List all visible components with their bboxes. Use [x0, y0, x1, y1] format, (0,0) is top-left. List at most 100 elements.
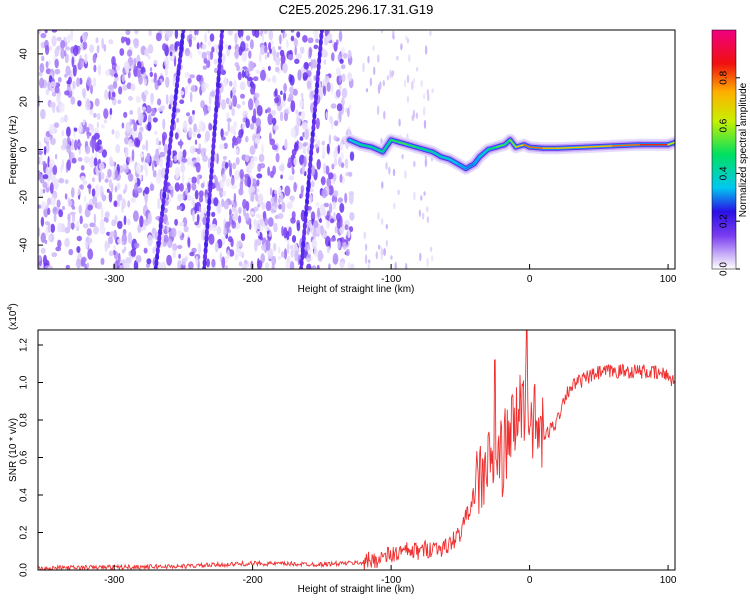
- spectrogram-noise-cell: [78, 204, 83, 214]
- spectrogram-noise-cell: [124, 183, 128, 193]
- spectrogram-noise-cell: [377, 54, 380, 63]
- spectrogram-noise-cell: [221, 198, 225, 208]
- spectrogram-noise-cell: [260, 253, 266, 264]
- spectrogram-noise-cell: [286, 202, 293, 210]
- spectrogram-noise-cell: [201, 147, 207, 153]
- spectrogram-noise-cell: [265, 239, 271, 251]
- spectrogram-noise-cell: [294, 58, 300, 64]
- spectrogram-noise-cell: [168, 185, 174, 191]
- spectrogram-streak-cell: [302, 222, 307, 231]
- spectrogram-streak-cell: [311, 117, 316, 126]
- spectrogram-noise-cell: [191, 196, 195, 206]
- spectrogram-noise-cell: [248, 50, 252, 59]
- spectrogram-noise-cell: [313, 248, 319, 257]
- spectrogram-noise-cell: [77, 157, 83, 162]
- spectrogram-noise-cell: [145, 196, 148, 206]
- spectrogram-streak-cell: [167, 142, 172, 151]
- spectrogram-noise-cell: [233, 192, 237, 204]
- spectrogram-streak-cell: [309, 142, 314, 151]
- spectrogram-noise-cell: [188, 261, 194, 269]
- spectrogram-noise-cell: [188, 127, 193, 138]
- spectrogram-noise-cell: [275, 55, 281, 66]
- spectrogram-noise-cell: [153, 60, 159, 65]
- spectrogram-noise-cell: [92, 177, 95, 183]
- spectrogram-noise-cell: [121, 241, 125, 246]
- spectrogram-streak-cell: [204, 228, 209, 237]
- spectrogram-noise-cell: [51, 30, 58, 33]
- spectrogram-noise-cell: [236, 64, 241, 72]
- spectrogram-noise-cell: [179, 182, 184, 192]
- spectrogram-noise-cell: [86, 228, 92, 236]
- spectrogram-noise-cell: [149, 71, 153, 78]
- spectrogram-streak-cell: [204, 240, 208, 249]
- spectrogram-noise-cell: [71, 138, 74, 148]
- spectrogram-noise-cell: [303, 156, 307, 168]
- spectrogram-noise-cell: [196, 213, 200, 223]
- spectrogram-noise-cell: [264, 45, 268, 54]
- spectrogram-noise-cell: [403, 79, 407, 88]
- spectrogram-noise-cell: [400, 43, 403, 51]
- spectrogram-noise-cell: [166, 225, 169, 233]
- spectrogram-noise-cell: [188, 30, 193, 34]
- spectrogram-streak-cell: [154, 258, 159, 267]
- spectrogram-noise-cell: [71, 205, 76, 210]
- spectrogram-noise-cell: [133, 210, 139, 222]
- spectrogram-noise-cell: [234, 169, 241, 180]
- spectrogram-streak-cell: [207, 191, 212, 200]
- spectrogram-streak-cell: [217, 62, 222, 71]
- spectrogram-noise-cell: [213, 58, 219, 65]
- spectrogram-noise-cell: [224, 162, 229, 169]
- snr-x-ticks: -300 -200 -100 0 100: [104, 565, 677, 586]
- spectrogram-noise-cell: [315, 202, 320, 207]
- spectrogram-track-segment: [503, 139, 511, 146]
- spectrogram-noise-cell: [108, 191, 113, 203]
- spectrogram-noise-cell: [143, 247, 148, 254]
- spectrogram-noise-cell: [208, 123, 213, 131]
- spectrogram-noise-cell: [337, 240, 341, 250]
- spectrogram-track-segment: [667, 141, 675, 146]
- spectrogram-noise-cell: [94, 98, 100, 107]
- spectrogram-noise-cell: [51, 252, 58, 258]
- spectrogram-streak-cell: [219, 32, 224, 41]
- spectrogram-noise-cell: [80, 175, 86, 182]
- spectrogram-x-tick-label: 100: [660, 274, 677, 285]
- spectrogram-streak-cell: [216, 68, 221, 77]
- spectrogram-noise-cell: [64, 193, 68, 200]
- spectrogram-noise-cell: [288, 93, 294, 101]
- spectrogram-track-segment: [359, 143, 373, 148]
- spectrogram-noise-cell: [426, 206, 429, 213]
- spectrogram-noise-cell: [235, 157, 240, 166]
- spectrogram-noise-cell: [272, 117, 277, 126]
- spectrogram-noise-cell: [189, 91, 193, 103]
- spectrogram-noise-cell: [224, 78, 227, 88]
- spectrogram-noise-cell: [349, 104, 352, 110]
- spectrogram-streak-cell: [208, 185, 213, 194]
- spectrogram-noise-cell: [323, 202, 329, 208]
- spectrogram-noise-cell: [117, 252, 121, 265]
- spectrogram-noise-cell: [207, 105, 212, 112]
- spectrogram-noise-cell: [112, 80, 118, 89]
- snr-y-tick-label: 0.4: [19, 488, 30, 502]
- spectrogram-noise-cell: [323, 163, 327, 175]
- spectrogram-noise-cell: [299, 98, 304, 109]
- spectrogram-noise-cell: [332, 201, 337, 210]
- spectrogram-y-tick-label: 0: [19, 146, 30, 152]
- spectrogram-noise-cell: [256, 219, 262, 230]
- spectrogram-noise-cell: [340, 162, 345, 169]
- spectrogram-noise-cell: [38, 140, 42, 151]
- spectrogram-noise-cell: [234, 32, 238, 45]
- spectrogram-noise-cell: [58, 209, 64, 218]
- spectrogram-streak-cell: [300, 252, 305, 261]
- spectrogram-noise-cell: [306, 227, 310, 236]
- spectrogram-noise-cell: [268, 42, 272, 51]
- spectrogram-noise-cell: [235, 148, 239, 155]
- spectrogram-noise-cell: [298, 142, 303, 150]
- spectrogram-noise-cell: [294, 142, 299, 152]
- spectrogram-streak-cell: [164, 173, 169, 182]
- spectrogram-noise-cell: [86, 98, 90, 108]
- snr-x-tick-label: -300: [104, 575, 124, 586]
- spectrogram-noise-cell: [230, 90, 233, 99]
- spectrogram-noise-cell: [162, 43, 167, 52]
- spectrogram-noise-cell: [147, 212, 153, 225]
- spectrogram-noise-cell: [267, 166, 270, 176]
